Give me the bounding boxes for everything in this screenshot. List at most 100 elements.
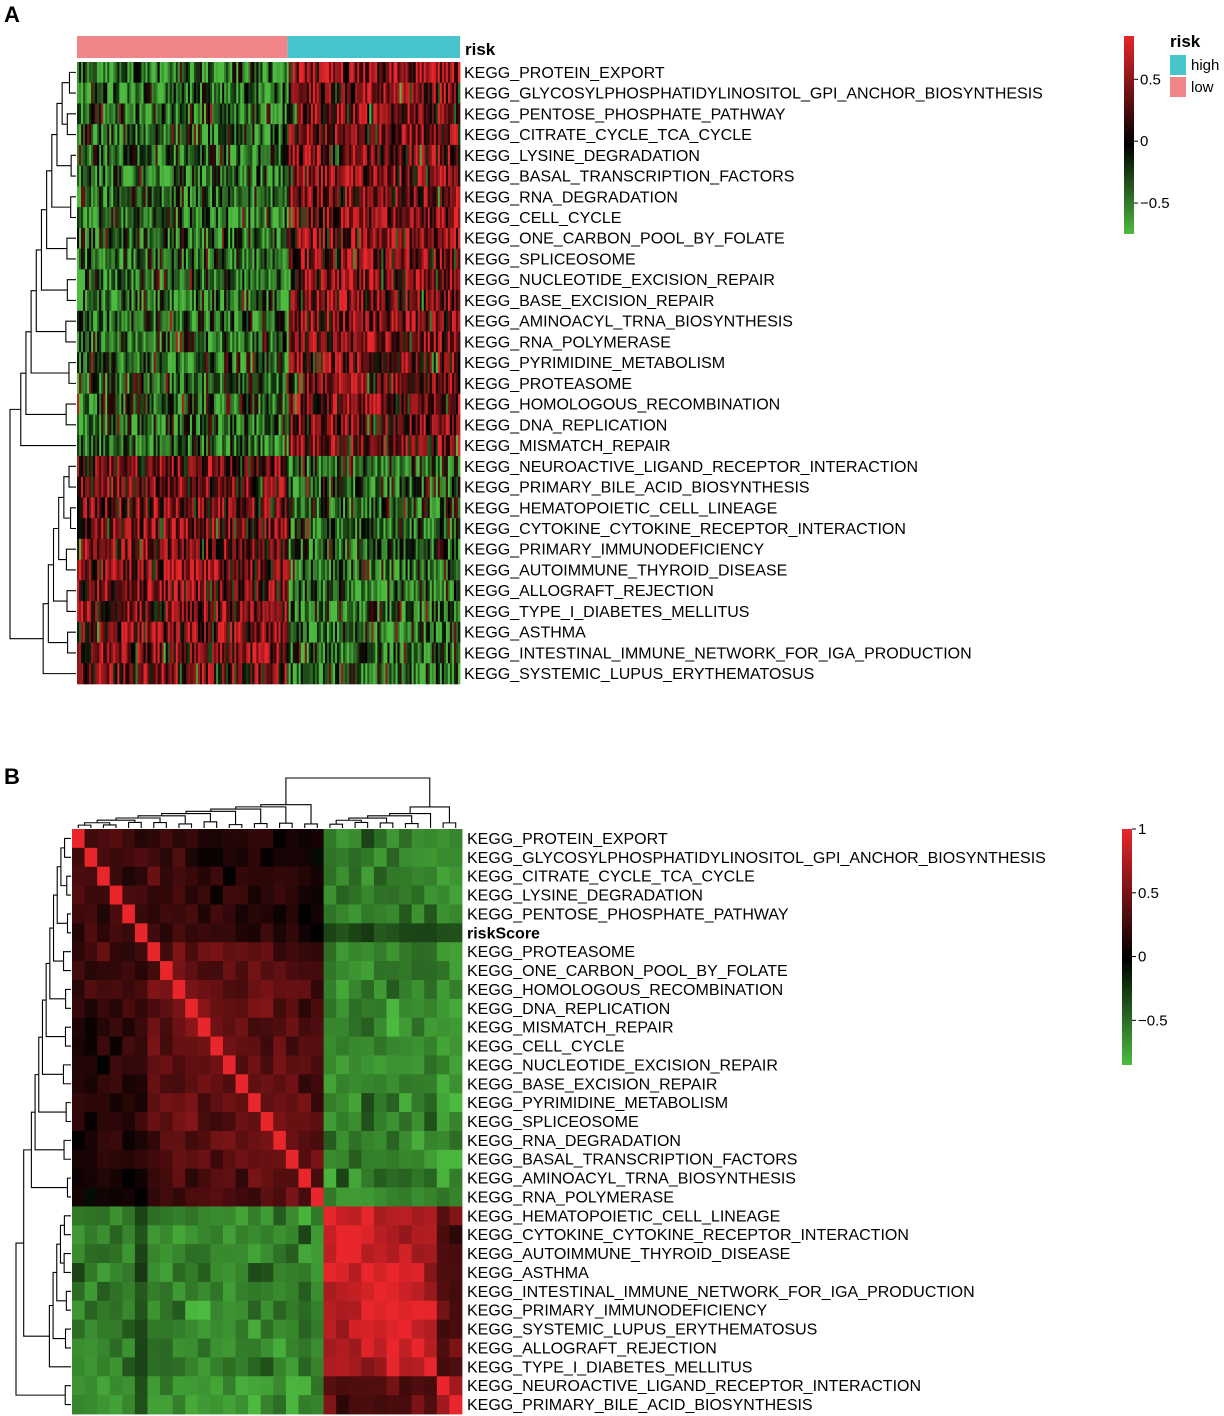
heatmap-a-cell — [199, 165, 203, 187]
heatmap-a-cell — [191, 518, 195, 540]
heatmap-a-cell — [214, 144, 217, 166]
heatmap-a-cell — [191, 476, 195, 498]
heatmap-a-cell — [284, 186, 288, 208]
heatmap-a-cell — [224, 538, 227, 560]
heatmap-a-cell — [349, 290, 352, 312]
heatmap-a-cell — [240, 310, 243, 332]
heatmap-a-cell — [89, 601, 92, 623]
heatmap-a-cell — [81, 144, 84, 166]
heatmap-a-cell — [189, 559, 193, 581]
heatmap-a-cell — [324, 352, 328, 374]
heatmap-a-cell — [391, 227, 394, 249]
heatmap-a-cell — [169, 352, 173, 374]
heatmap-a-cell — [322, 476, 326, 498]
heatmap-a-cell — [101, 455, 104, 477]
heatmap-a-cell — [328, 103, 332, 125]
heatmap-a-cell — [425, 414, 429, 436]
heatmap-a-cell — [87, 269, 90, 291]
heatmap-a-cell — [220, 518, 223, 540]
heatmap-a-cell — [401, 227, 404, 249]
heatmap-a-cell — [167, 124, 171, 146]
heatmap-a-cell — [320, 414, 324, 436]
heatmap-a-cell — [214, 559, 217, 581]
heatmap-a-cell — [431, 538, 435, 560]
heatmap-a-cell — [141, 331, 144, 353]
heatmap-a-cell — [292, 559, 296, 581]
heatmap-a-cell — [197, 165, 201, 187]
heatmap-a-cell — [365, 124, 368, 146]
heatmap-a-cell — [234, 538, 237, 560]
heatmap-a-cell — [129, 352, 132, 374]
heatmap-a-cell — [433, 124, 437, 146]
heatmap-a-cell — [335, 269, 338, 291]
heatmap-a-cell — [206, 559, 209, 581]
heatmap-a-cell — [79, 310, 82, 332]
heatmap-a-cell — [320, 227, 324, 249]
heatmap-a-cell — [161, 186, 165, 208]
heatmap-a-cell — [83, 352, 86, 374]
heatmap-a-cell — [210, 393, 213, 415]
heatmap-a-cell — [335, 186, 338, 208]
heatmap-a-cell — [304, 393, 308, 415]
heatmap-a-cell — [381, 207, 384, 229]
heatmap-a-cell — [290, 455, 294, 477]
heatmap-a-cell — [232, 124, 235, 146]
heatmap-a-cell — [377, 373, 380, 395]
heatmap-a-cell — [179, 248, 183, 270]
heatmap-a-cell — [274, 103, 277, 125]
heatmap-a-cell — [405, 248, 408, 270]
heatmap-a-cell — [117, 538, 120, 560]
heatmap-a-cell — [151, 103, 154, 125]
heatmap-a-cell — [455, 476, 459, 498]
heatmap-a-cell — [349, 82, 352, 104]
heatmap-a-cell — [389, 62, 392, 84]
heatmap-a-cell — [453, 352, 457, 374]
heatmap-a-cell — [91, 82, 94, 104]
heatmap-a-cell — [214, 248, 217, 270]
heatmap-a-cell — [97, 497, 100, 519]
heatmap-a-cell — [203, 497, 207, 519]
heatmap-a-cell — [397, 497, 400, 519]
heatmap-a-cell — [377, 144, 380, 166]
heatmap-a-cell — [256, 414, 259, 436]
heatmap-a-cell — [127, 103, 130, 125]
heatmap-a-cell — [347, 393, 350, 415]
heatmap-a-cell — [135, 373, 138, 395]
heatmap-a-cell — [250, 352, 253, 374]
heatmap-a-cell — [337, 82, 340, 104]
heatmap-a-cell — [300, 331, 304, 353]
heatmap-a-cell — [139, 103, 142, 125]
heatmap-a-cell — [375, 124, 378, 146]
heatmap-a-cell — [133, 476, 136, 498]
heatmap-a-cell — [296, 476, 300, 498]
heatmap-a-cell — [143, 144, 146, 166]
heatmap-a-cell — [230, 290, 233, 312]
heatmap-a-cell — [312, 165, 316, 187]
heatmap-a-cell — [143, 352, 146, 374]
heatmap-a-cell — [399, 497, 402, 519]
heatmap-a-cell — [81, 248, 84, 270]
heatmap-a-cell — [322, 559, 326, 581]
heatmap-a-cell — [141, 414, 144, 436]
heatmap-a-cell — [222, 207, 225, 229]
heatmap-a-cell — [357, 310, 360, 332]
heatmap-a-cell — [117, 248, 120, 270]
heatmap-a-cell — [316, 497, 320, 519]
heatmap-a-cell — [409, 393, 413, 415]
heatmap-a-cell — [238, 207, 241, 229]
heatmap-a-cell — [367, 227, 370, 249]
heatmap-a-cell — [232, 310, 235, 332]
heatmap-a-cell — [435, 207, 439, 229]
heatmap-a-cell — [276, 248, 279, 270]
heatmap-a-cell — [314, 207, 318, 229]
heatmap-a-cell — [455, 393, 459, 415]
heatmap-a-cell — [381, 352, 384, 374]
heatmap-a-cell — [302, 435, 306, 457]
heatmap-a-cell — [280, 103, 284, 125]
heatmap-a-cell — [361, 310, 364, 332]
heatmap-a-cell — [318, 186, 322, 208]
heatmap-a-cell — [189, 207, 193, 229]
heatmap-a-cell — [377, 497, 380, 519]
heatmap-a-cell — [407, 414, 411, 436]
heatmap-a-cell — [177, 331, 181, 353]
